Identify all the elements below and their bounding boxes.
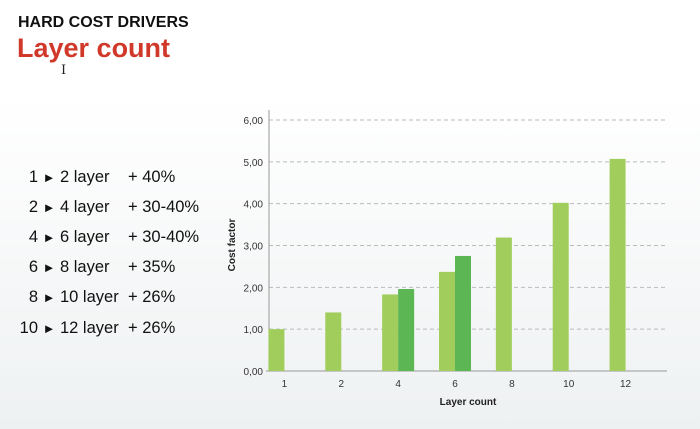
to-layer: 6 layer xyxy=(60,227,110,246)
driver-item: 10 ► 12 layer + 26% xyxy=(10,313,199,343)
bar xyxy=(268,329,285,371)
cost-increase: + 26% xyxy=(128,288,176,307)
to-layer: 4 layer xyxy=(60,197,110,216)
y-tick-label: 5,00 xyxy=(244,158,264,169)
slide-supertitle: HARD COST DRIVERS xyxy=(18,14,189,31)
x-tick-label: 4 xyxy=(395,379,401,390)
x-tick-label: 1 xyxy=(282,379,288,390)
y-tick-label: 3,00 xyxy=(244,242,264,253)
x-tick-label: 12 xyxy=(620,379,632,390)
arrow-icon: ► xyxy=(42,169,56,185)
cost-increase: + 30-40% xyxy=(128,197,200,216)
to-layer: 2 layer xyxy=(60,167,110,186)
bar xyxy=(455,255,471,371)
driver-list: 1 ► 2 layer + 40% 2 ► 4 layer + 30-40% 4 ► 6 layer… xyxy=(10,162,199,343)
cost-increase: + 30-40% xyxy=(128,227,200,246)
cost-increase: + 40% xyxy=(128,167,176,186)
from-layer: 6 xyxy=(28,258,38,277)
bar xyxy=(495,237,512,371)
arrow-icon: ► xyxy=(42,320,56,336)
arrow-icon: ► xyxy=(42,229,56,245)
slide-title: Layer count xyxy=(17,33,171,63)
driver-item: 1 ► 2 layer + 40% xyxy=(10,162,199,192)
to-layer: 12 layer xyxy=(60,318,119,337)
bar xyxy=(552,202,569,371)
x-tick-label: 10 xyxy=(563,379,575,390)
from-layer: 10 xyxy=(19,318,38,337)
bar xyxy=(398,289,415,371)
text-cursor-icon: I xyxy=(61,63,67,78)
y-tick-label: 0,00 xyxy=(244,367,264,378)
x-axis-label: Layer count xyxy=(440,397,497,408)
driver-item: 6 ► 8 layer + 35% xyxy=(10,253,199,283)
y-tick-label: 2,00 xyxy=(244,283,264,294)
bar xyxy=(325,312,342,371)
to-layer: 10 layer xyxy=(60,288,119,307)
y-tick-label: 6,00 xyxy=(244,116,264,127)
bar xyxy=(609,158,626,371)
arrow-icon: ► xyxy=(42,199,56,215)
cost-increase: + 26% xyxy=(128,318,176,337)
arrow-icon: ► xyxy=(42,260,56,276)
bar xyxy=(382,294,399,371)
driver-item: 4 ► 6 layer + 30-40% xyxy=(10,222,199,252)
y-tick-label: 1,00 xyxy=(244,325,264,336)
bar xyxy=(439,271,455,371)
driver-item: 8 ► 10 layer + 26% xyxy=(10,283,199,313)
y-tick-label: 4,00 xyxy=(244,200,264,211)
from-layer: 2 xyxy=(28,197,38,216)
to-layer: 8 layer xyxy=(60,258,110,277)
cost-increase: + 35% xyxy=(128,258,176,277)
arrow-icon: ► xyxy=(42,290,56,306)
from-layer: 1 xyxy=(28,167,38,186)
driver-item: 2 ► 4 layer + 30-40% xyxy=(10,192,199,222)
from-layer: 8 xyxy=(28,288,38,307)
from-layer: 4 xyxy=(28,227,38,246)
x-tick-label: 6 xyxy=(452,379,458,390)
y-axis-label: Cost factor xyxy=(227,219,238,272)
x-tick-label: 2 xyxy=(339,379,345,390)
x-tick-label: 8 xyxy=(509,379,515,390)
